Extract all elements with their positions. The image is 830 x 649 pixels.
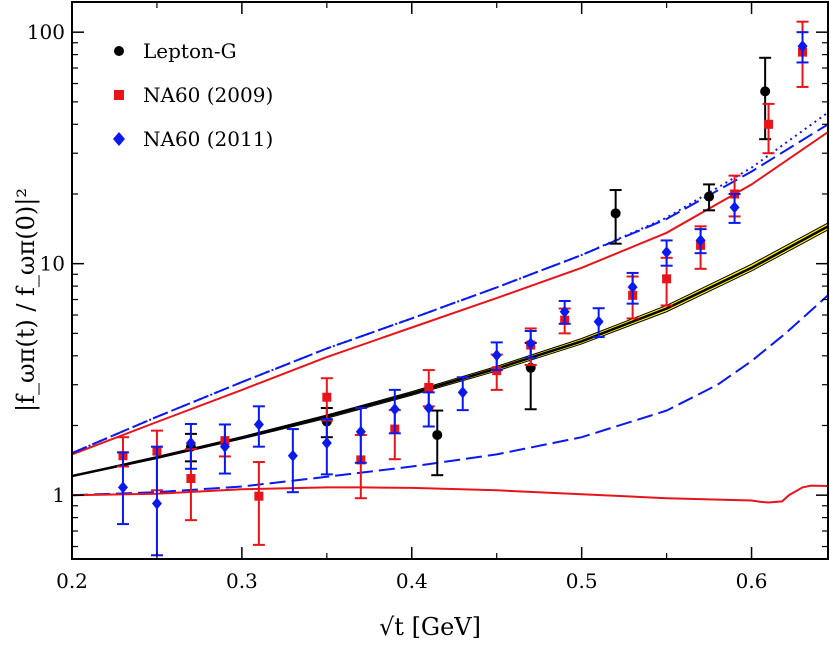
marker-circle bbox=[704, 191, 715, 202]
marker-diamond bbox=[219, 440, 230, 453]
curve-upper-blue-dotted bbox=[72, 111, 828, 455]
marker-circle bbox=[432, 429, 443, 440]
legend: Lepton-G NA60 (2009) NA60 (2011) bbox=[113, 39, 273, 151]
marker-diamond bbox=[695, 234, 706, 247]
data-point-na60-2011 bbox=[184, 422, 197, 470]
marker-diamond bbox=[117, 481, 128, 494]
marker-circle bbox=[760, 86, 771, 97]
marker-diamond bbox=[287, 449, 298, 462]
data-point-na60-2011 bbox=[286, 428, 299, 494]
data-point-lepton-g bbox=[703, 183, 716, 212]
marker-diamond bbox=[729, 201, 740, 214]
data-point-na60-2011 bbox=[626, 271, 639, 305]
data-point-na60-2009 bbox=[320, 377, 333, 422]
data-point-na60-2011 bbox=[388, 388, 401, 435]
legend-marker-lepton-g bbox=[114, 46, 124, 56]
data-point-na60-2011 bbox=[320, 418, 333, 476]
points-layer bbox=[116, 20, 809, 557]
legend-marker-na60-2011 bbox=[113, 132, 125, 146]
data-point-na60-2009 bbox=[762, 102, 775, 155]
marker-square bbox=[186, 474, 196, 484]
data-point-na60-2009 bbox=[252, 461, 265, 546]
marker-diamond bbox=[525, 337, 536, 350]
x-tick-label: 0.5 bbox=[566, 569, 598, 593]
x-tick-label: 0.2 bbox=[56, 569, 88, 593]
marker-circle bbox=[610, 208, 621, 219]
marker-diamond bbox=[389, 403, 400, 416]
marker-diamond bbox=[457, 386, 468, 399]
data-point-na60-2011 bbox=[456, 376, 469, 412]
data-point-na60-2011 bbox=[354, 406, 367, 464]
x-tick-label: 0.6 bbox=[736, 569, 768, 593]
curve-lower-blue-dashed bbox=[72, 294, 828, 497]
y-tick-label: 1 bbox=[52, 483, 65, 507]
y-tick-label: 100 bbox=[27, 20, 65, 44]
data-point-lepton-g bbox=[431, 409, 444, 477]
curves-layer bbox=[72, 111, 828, 504]
marker-diamond bbox=[559, 305, 570, 318]
marker-diamond bbox=[253, 418, 264, 431]
data-point-na60-2011 bbox=[728, 192, 741, 224]
data-point-na60-2011 bbox=[150, 445, 163, 557]
plot-frame bbox=[71, 1, 829, 560]
data-point-na60-2011 bbox=[490, 341, 503, 372]
marker-diamond bbox=[185, 437, 196, 450]
marker-diamond bbox=[627, 281, 638, 294]
x-tick-label: 0.3 bbox=[226, 569, 258, 593]
marker-square bbox=[662, 274, 672, 284]
marker-diamond bbox=[661, 246, 672, 259]
data-point-na60-2011 bbox=[524, 329, 537, 359]
axes-layer: 0.2 0.3 0.4 0.5 0.6 1 10 100 bbox=[27, 2, 828, 593]
data-point-na60-2011 bbox=[116, 451, 129, 526]
data-point-na60-2011 bbox=[660, 239, 673, 267]
marker-diamond bbox=[797, 40, 808, 53]
y-tick-label: 10 bbox=[40, 252, 65, 276]
data-point-na60-2011 bbox=[252, 405, 265, 448]
marker-diamond bbox=[355, 425, 366, 438]
x-tick-label: 0.4 bbox=[396, 569, 428, 593]
data-point-na60-2011 bbox=[422, 391, 435, 428]
marker-square bbox=[764, 119, 774, 129]
marker-square bbox=[322, 392, 332, 402]
data-point-lepton-g bbox=[609, 189, 622, 245]
legend-label-lepton-g: Lepton-G bbox=[143, 39, 237, 63]
marker-diamond bbox=[491, 349, 502, 362]
x-axis-title: √t [GeV] bbox=[379, 613, 481, 641]
y-axis-title: |f_ωπ(t) / f_ωπ(0)|² bbox=[12, 188, 41, 412]
marker-square bbox=[424, 382, 434, 392]
uncertainty-band bbox=[72, 222, 828, 477]
marker-diamond bbox=[151, 497, 162, 510]
data-point-na60-2011 bbox=[796, 31, 809, 64]
marker-square bbox=[254, 491, 264, 501]
data-point-na60-2011 bbox=[558, 299, 571, 325]
data-point-na60-2011 bbox=[218, 423, 231, 475]
data-point-na60-2011 bbox=[694, 228, 707, 255]
marker-diamond bbox=[593, 315, 604, 328]
curve-central-curve bbox=[72, 225, 828, 478]
legend-label-na60-2011: NA60 (2011) bbox=[143, 127, 273, 151]
marker-diamond bbox=[423, 401, 434, 414]
curve-lower-red bbox=[72, 484, 828, 504]
marker-diamond bbox=[321, 437, 332, 450]
legend-marker-na60-2009 bbox=[114, 90, 124, 100]
data-point-na60-2011 bbox=[592, 307, 605, 339]
legend-label-na60-2009: NA60 (2009) bbox=[143, 83, 273, 107]
